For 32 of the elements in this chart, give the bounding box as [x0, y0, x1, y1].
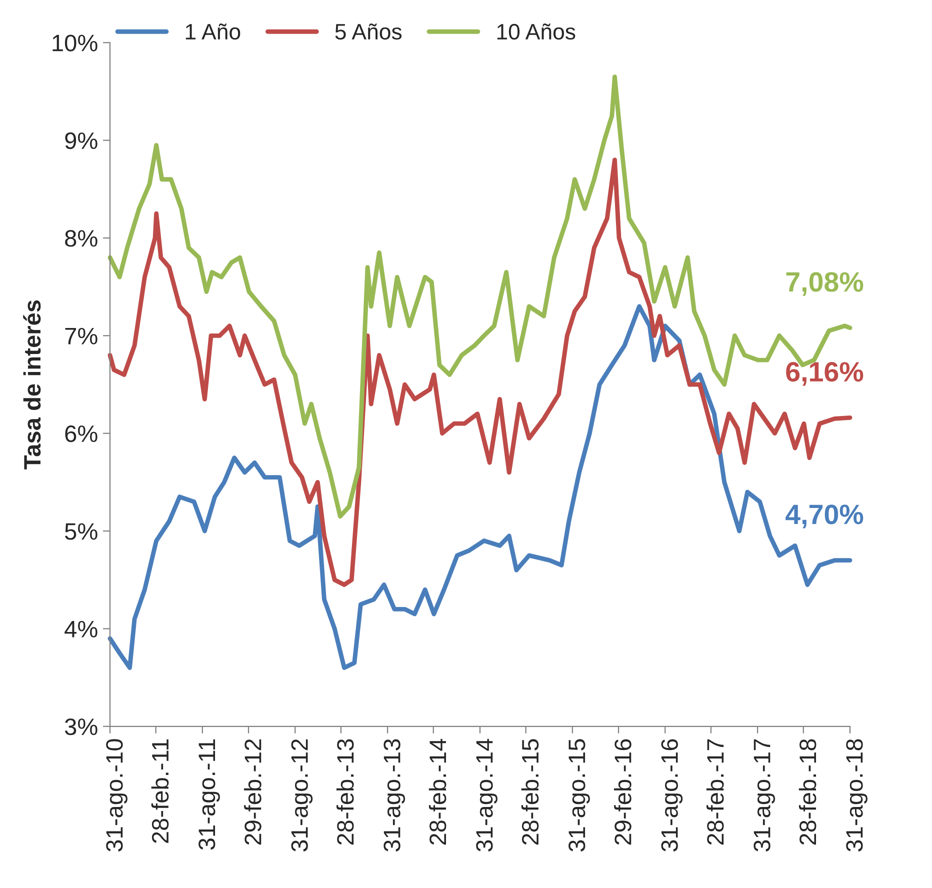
legend-label: 5 Años [335, 23, 402, 40]
y-tick-label: 7% [65, 328, 98, 344]
x-tick-label: 31-ago.-11 [198, 739, 220, 850]
x-tick-label: 31-ago.-15 [568, 739, 590, 852]
y-tick-label: 6% [65, 425, 98, 442]
y-tick-label: 4% [64, 620, 98, 638]
x-tick-label: 28-feb.-13 [336, 739, 354, 845]
y-tick-label: 9% [65, 132, 98, 150]
y-tick-label: 10% [52, 34, 98, 52]
x-tick-label: 28-feb.-14 [428, 738, 446, 845]
x-tick-label: 28-feb.-15 [521, 739, 539, 845]
y-tick-label: 5% [64, 523, 98, 540]
y-tick-label: 8% [65, 230, 98, 247]
legend-label: 1 Año [186, 23, 240, 40]
annotation: 6,16% [786, 362, 864, 386]
x-tick-label: 31-ago.-16 [661, 739, 683, 852]
x-tick-label: 28-feb.-18 [798, 739, 816, 845]
x-tick-label: 31-ago.-18 [846, 739, 868, 852]
x-tick-label: 31-ago.-10 [106, 739, 128, 852]
annotation: 7,08% [786, 272, 864, 296]
y-tick-label: 3% [64, 718, 98, 736]
x-tick-label: 29-feb.-16 [614, 739, 632, 845]
x-tick-label: 29-feb.-12 [244, 739, 262, 845]
x-tick-label: 31-ago.-14 [476, 738, 498, 852]
x-tick-label: 28-feb.-17 [706, 739, 724, 845]
y-axis-title: Tasa de interés [23, 300, 41, 470]
x-tick-label: 31-ago.-13 [384, 739, 406, 852]
x-tick-label: 28-feb.-11 [151, 739, 169, 843]
x-tick-label: 31-ago.-12 [291, 739, 313, 852]
legend-label: 10 Años [497, 23, 576, 40]
annotation: 4,70% [786, 504, 864, 528]
x-tick-label: 31-ago.-17 [754, 739, 776, 852]
